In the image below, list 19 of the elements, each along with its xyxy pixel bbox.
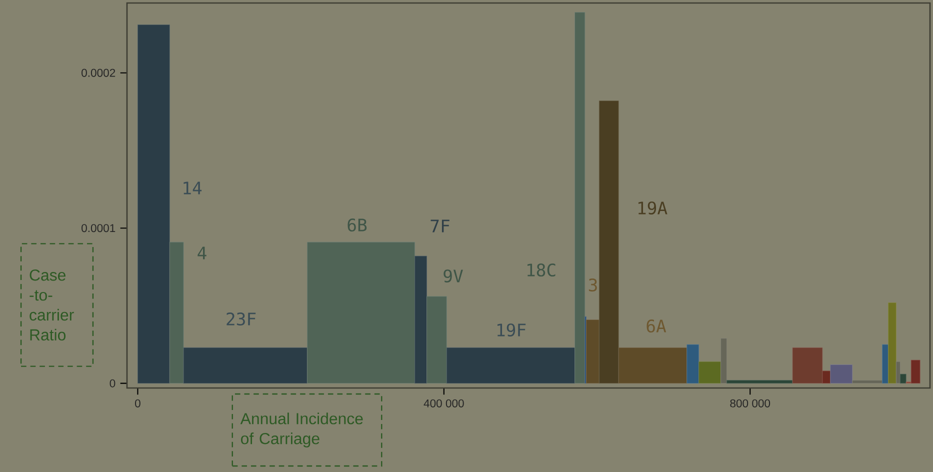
annotation: 6A — [646, 319, 666, 333]
x-tick-label: 800 000 — [730, 399, 770, 408]
x-tick-label: 400 000 — [424, 399, 464, 408]
annotation: 23F — [226, 312, 256, 326]
annotation: 6B — [348, 218, 367, 232]
annotation: 14 — [184, 182, 202, 194]
annotation: 9V — [444, 269, 463, 283]
y-tick-label: 0.0002 — [82, 68, 116, 77]
y-tick-label: 0 — [110, 379, 116, 388]
annotation: 19F — [497, 323, 526, 337]
x-axis-title: Annual Incidence of Carriage — [240, 412, 363, 448]
x-tick-label: 0 — [135, 399, 140, 408]
annotation: 18C — [527, 263, 556, 277]
annotation: 3 — [588, 278, 597, 292]
y-axis-title: Case -to- carrier Ratio — [30, 269, 74, 341]
y-tick-label: 0.0001 — [82, 224, 116, 232]
annotation: 19A — [638, 201, 668, 215]
annotation: 4 — [198, 246, 206, 260]
annotation: 7F — [430, 220, 450, 232]
